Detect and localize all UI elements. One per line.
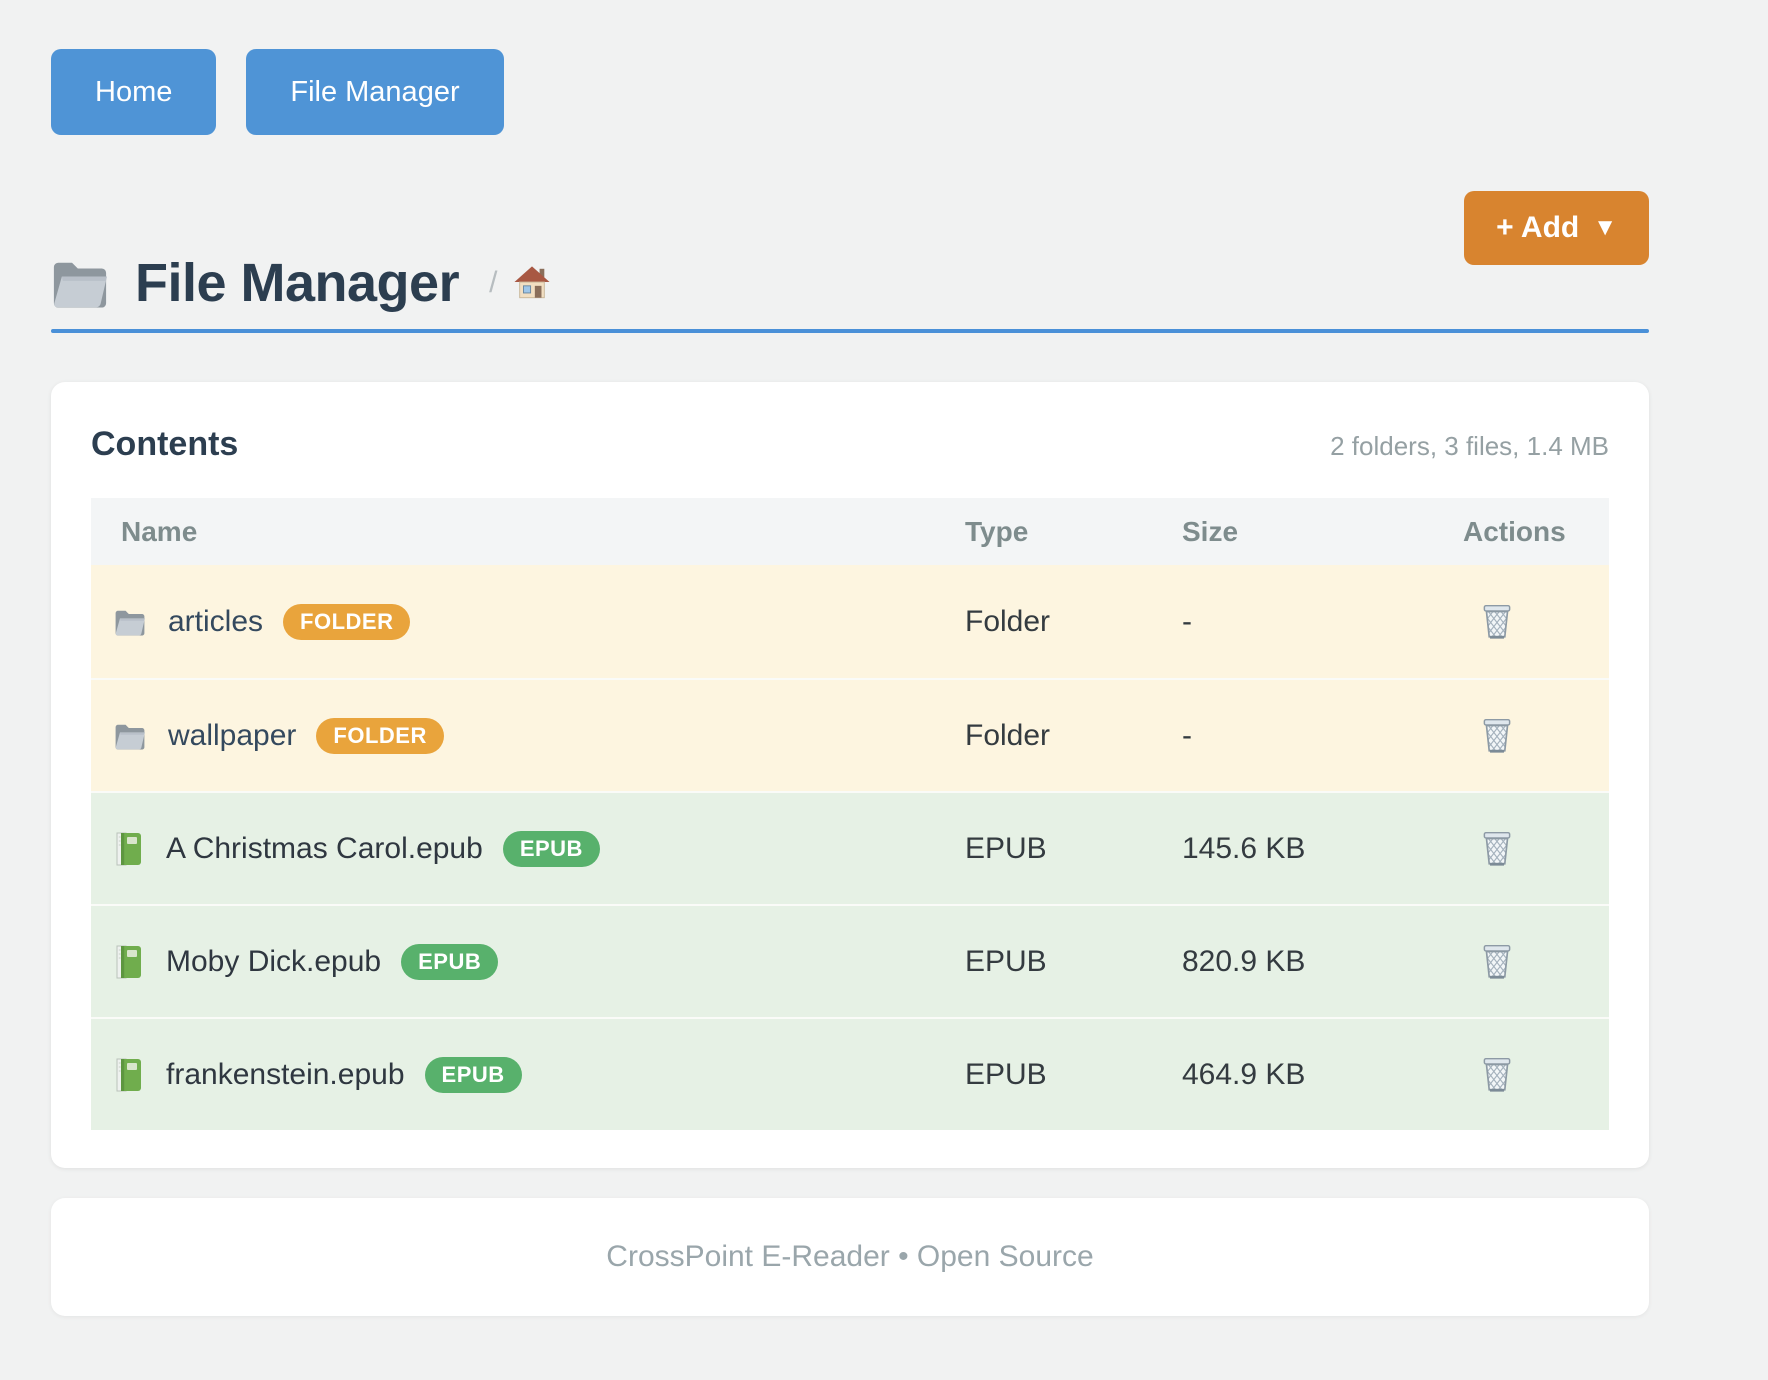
type-cell: EPUB (965, 944, 1047, 978)
file-name: wallpaper (168, 718, 297, 752)
house-icon (513, 265, 551, 301)
nav-home-button[interactable]: Home (51, 49, 217, 135)
size-cell: - (1182, 718, 1192, 752)
table-row: frankenstein.epub EPUB EPUB 464.9 KB (91, 1017, 1609, 1130)
breadcrumb-separator: / (489, 266, 498, 299)
file-name-cell[interactable]: articles FOLDER (91, 603, 965, 640)
trash-icon (1481, 602, 1513, 642)
delete-button[interactable] (1481, 829, 1513, 869)
page-title: File Manager (135, 253, 460, 313)
file-name: articles (168, 604, 264, 638)
file-name-cell[interactable]: wallpaper FOLDER (91, 717, 965, 754)
card-title: Contents (91, 425, 239, 463)
page-header: File Manager / + Add ▼ (51, 191, 1649, 323)
file-name-cell[interactable]: frankenstein.epub EPUB (91, 1056, 965, 1094)
delete-button[interactable] (1481, 1055, 1513, 1095)
delete-button[interactable] (1481, 602, 1513, 642)
table-row: wallpaper FOLDER Folder - (91, 678, 1609, 791)
table-header-row: Name Type Size Actions (91, 498, 1609, 565)
footer: CrossPoint E-Reader • Open Source (51, 1198, 1649, 1316)
file-name-cell[interactable]: Moby Dick.epub EPUB (91, 943, 965, 981)
size-cell: 145.6 KB (1182, 831, 1306, 865)
folder-icon (51, 257, 109, 309)
trash-icon (1481, 1055, 1513, 1095)
column-header-actions: Actions (1463, 515, 1566, 547)
contents-card: Contents 2 folders, 3 files, 1.4 MB Name… (51, 382, 1649, 1168)
size-cell: - (1182, 604, 1192, 638)
delete-button[interactable] (1481, 716, 1513, 756)
file-name: Moby Dick.epub (166, 944, 382, 978)
column-header-size: Size (1182, 515, 1239, 547)
trash-icon (1481, 716, 1513, 756)
trash-icon (1481, 829, 1513, 869)
column-header-type: Type (965, 515, 1029, 547)
add-button[interactable]: + Add ▼ (1464, 191, 1649, 265)
type-badge: EPUB (424, 1056, 522, 1093)
green-book-icon (114, 830, 144, 868)
type-cell: EPUB (965, 831, 1047, 865)
nav-file-manager-button[interactable]: File Manager (246, 49, 504, 135)
type-cell: EPUB (965, 1057, 1047, 1091)
file-name-cell[interactable]: A Christmas Carol.epub EPUB (91, 830, 965, 868)
column-header-name: Name (121, 515, 198, 547)
delete-button[interactable] (1481, 942, 1513, 982)
folder-icon (114, 720, 146, 752)
file-table: Name Type Size Actions articles FOLDER F… (91, 498, 1609, 1130)
type-badge: EPUB (401, 943, 499, 980)
page: Home File Manager File Manager / + Add ▼… (51, 49, 1649, 1316)
type-badge: FOLDER (283, 603, 411, 640)
header-divider (51, 329, 1649, 333)
table-row: Moby Dick.epub EPUB EPUB 820.9 KB (91, 904, 1609, 1017)
green-book-icon (114, 1056, 144, 1094)
footer-text: CrossPoint E-Reader • Open Source (606, 1240, 1094, 1273)
add-button-label: + Add (1496, 211, 1580, 244)
type-cell: Folder (965, 604, 1051, 638)
contents-summary: 2 folders, 3 files, 1.4 MB (1330, 431, 1609, 461)
title-group: File Manager / (51, 243, 551, 323)
type-badge: EPUB (502, 830, 600, 867)
breadcrumb-home-link[interactable] (513, 265, 551, 301)
size-cell: 820.9 KB (1182, 944, 1306, 978)
size-cell: 464.9 KB (1182, 1057, 1306, 1091)
table-row: articles FOLDER Folder - (91, 565, 1609, 678)
card-header: Contents 2 folders, 3 files, 1.4 MB (91, 424, 1609, 464)
green-book-icon (114, 943, 144, 981)
file-name: frankenstein.epub (166, 1057, 405, 1091)
type-cell: Folder (965, 718, 1051, 752)
caret-down-icon: ▼ (1593, 214, 1617, 241)
table-row: A Christmas Carol.epub EPUB EPUB 145.6 K… (91, 791, 1609, 904)
type-badge: FOLDER (316, 717, 444, 754)
file-name: A Christmas Carol.epub (166, 831, 483, 865)
folder-icon (114, 606, 146, 638)
trash-icon (1481, 942, 1513, 982)
top-nav: Home File Manager (51, 49, 1649, 135)
